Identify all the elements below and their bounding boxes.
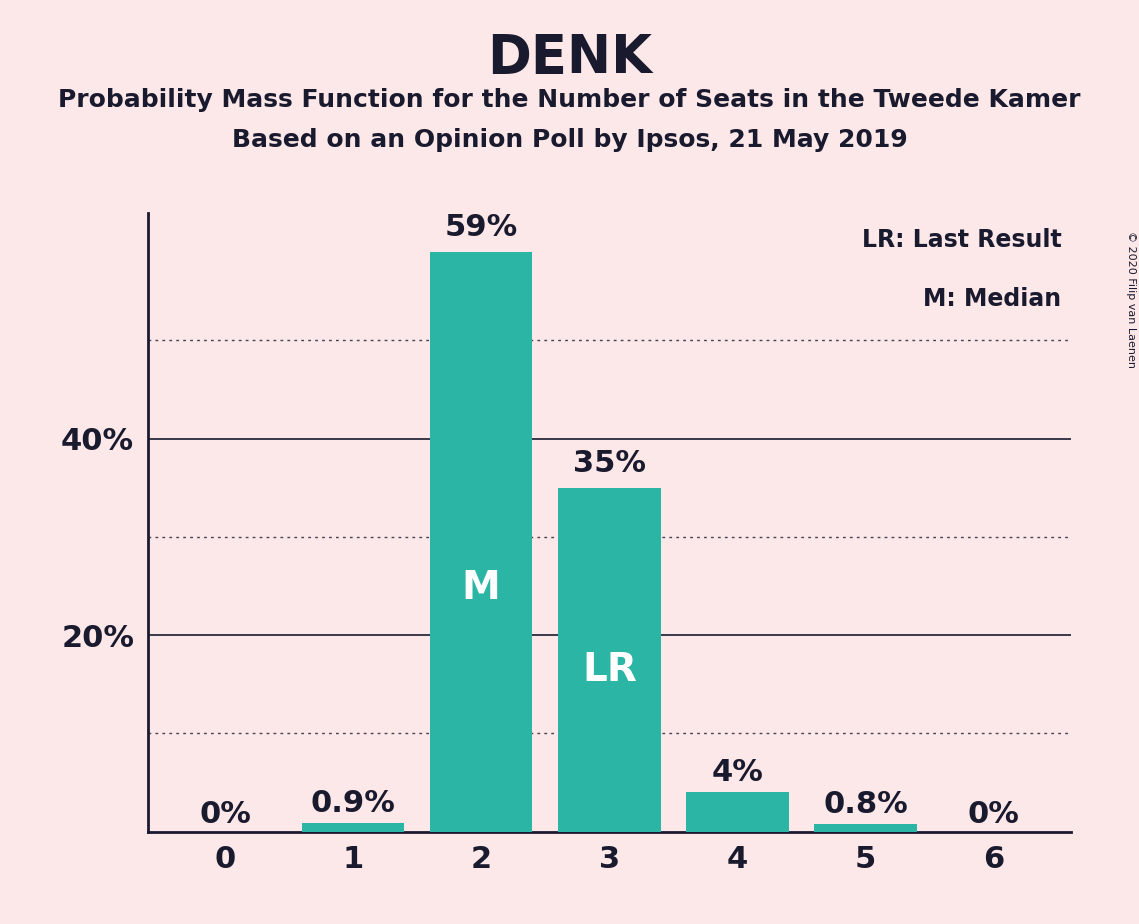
Bar	[302, 822, 404, 832]
Text: 59%: 59%	[444, 213, 518, 242]
Text: M: Median: M: Median	[924, 286, 1062, 310]
Text: 0%: 0%	[968, 799, 1019, 829]
Text: 0.8%: 0.8%	[823, 790, 908, 819]
Text: Probability Mass Function for the Number of Seats in the Tweede Kamer: Probability Mass Function for the Number…	[58, 88, 1081, 112]
Text: Based on an Opinion Poll by Ipsos, 21 May 2019: Based on an Opinion Poll by Ipsos, 21 Ma…	[231, 128, 908, 152]
Bar	[686, 792, 788, 832]
Text: 35%: 35%	[573, 449, 646, 478]
Bar	[429, 252, 532, 832]
Bar	[558, 488, 661, 832]
Text: LR: LR	[582, 650, 637, 689]
Bar	[814, 823, 917, 832]
Text: 0.9%: 0.9%	[311, 789, 395, 818]
Text: 4%: 4%	[712, 759, 763, 787]
Text: M: M	[461, 569, 501, 607]
Text: 0%: 0%	[199, 799, 251, 829]
Text: DENK: DENK	[487, 32, 652, 84]
Text: LR: Last Result: LR: Last Result	[862, 228, 1062, 252]
Text: © 2020 Filip van Laenen: © 2020 Filip van Laenen	[1126, 231, 1136, 368]
